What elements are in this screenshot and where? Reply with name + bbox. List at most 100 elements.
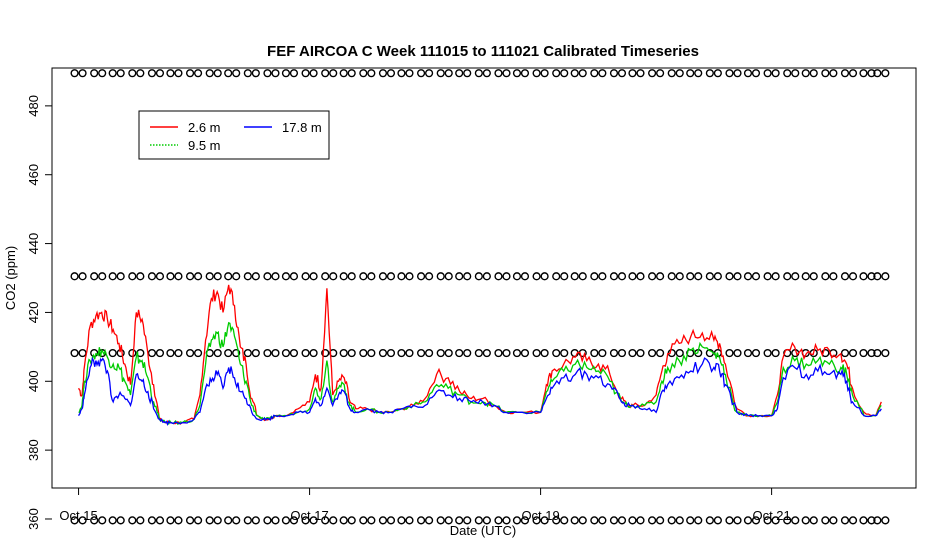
marker-point	[108, 516, 117, 525]
marker-point	[502, 69, 511, 78]
marker-point	[809, 69, 818, 78]
marker-point	[867, 516, 876, 525]
x-tick-label: Oct 17	[290, 508, 328, 523]
chart-title: FEF AIRCOA C Week 111015 to 111021 Calib…	[267, 43, 699, 60]
marker-point	[867, 348, 876, 358]
marker-point	[733, 516, 742, 525]
marker-point	[339, 516, 348, 525]
x-tick-label: Oct 15	[59, 508, 97, 523]
marker-point	[705, 272, 714, 281]
marker-point	[783, 516, 792, 525]
marker-point	[329, 272, 338, 281]
marker-point	[213, 516, 222, 525]
x-tick-label: Oct 19	[521, 508, 559, 523]
y-tick-label: 480	[26, 95, 41, 117]
marker-rows	[70, 69, 890, 525]
marker-point	[70, 69, 79, 78]
marker-point	[609, 516, 619, 525]
marker-point	[840, 348, 850, 358]
marker-point	[667, 272, 676, 281]
marker-point	[128, 348, 137, 358]
marker-point	[859, 516, 868, 525]
marker-point	[648, 69, 657, 78]
marker-point	[560, 516, 569, 525]
marker-point	[378, 348, 388, 358]
marker-point	[424, 272, 434, 281]
marker-point	[725, 516, 734, 525]
marker-point	[155, 348, 165, 358]
marker-point	[617, 69, 627, 78]
marker-point	[386, 272, 396, 281]
marker-point	[281, 69, 291, 78]
marker-point	[416, 69, 426, 78]
marker-point	[78, 516, 87, 525]
marker-point	[386, 69, 396, 78]
marker-point	[347, 69, 356, 78]
marker-point	[809, 272, 818, 281]
marker-point	[98, 516, 107, 525]
marker-point	[598, 69, 607, 78]
marker-point	[791, 69, 800, 78]
marker-point	[743, 69, 753, 78]
marker-point	[552, 69, 561, 78]
marker-point	[648, 272, 657, 281]
marker-point	[359, 69, 368, 78]
marker-point	[174, 348, 183, 358]
marker-point	[540, 516, 549, 525]
marker-point	[436, 516, 445, 525]
marker-point	[281, 272, 291, 281]
marker-point	[705, 516, 714, 525]
marker-point	[636, 516, 645, 525]
marker-point	[243, 69, 252, 78]
marker-point	[733, 272, 742, 281]
marker-point	[686, 69, 695, 78]
marker-point	[609, 348, 619, 358]
marker-point	[329, 69, 338, 78]
marker-point	[656, 69, 665, 78]
marker-point	[136, 69, 145, 78]
marker-point	[301, 272, 310, 281]
marker-point	[378, 69, 388, 78]
marker-point	[848, 69, 858, 78]
marker-point	[859, 272, 868, 281]
marker-point	[809, 516, 818, 525]
series-line	[78, 356, 882, 427]
marker-point	[520, 348, 530, 358]
marker-point	[339, 348, 348, 358]
marker-point	[347, 348, 356, 358]
marker-point	[560, 272, 569, 281]
marker-point	[329, 516, 338, 525]
marker-point	[155, 516, 165, 525]
marker-point	[482, 348, 491, 358]
marker-point	[763, 272, 772, 281]
marker-row	[70, 516, 890, 525]
marker-point	[474, 272, 483, 281]
marker-point	[213, 272, 222, 281]
marker-point	[251, 272, 260, 281]
marker-point	[532, 69, 541, 78]
marker-point	[848, 272, 858, 281]
marker-point	[128, 516, 137, 525]
marker-point	[128, 69, 137, 78]
marker-point	[482, 272, 491, 281]
marker-point	[675, 69, 684, 78]
marker-point	[705, 69, 714, 78]
marker-point	[743, 272, 753, 281]
marker-point	[205, 69, 214, 78]
marker-point	[155, 272, 165, 281]
marker-point	[829, 69, 838, 78]
marker-point	[609, 272, 619, 281]
marker-point	[424, 348, 434, 358]
marker-point	[78, 348, 87, 358]
marker-point	[289, 69, 299, 78]
marker-point	[713, 272, 722, 281]
x-tick-label: Oct 21	[752, 508, 790, 523]
marker-point	[136, 516, 145, 525]
marker-point	[147, 348, 157, 358]
marker-point	[166, 272, 175, 281]
marker-point	[667, 516, 676, 525]
marker-point	[367, 69, 376, 78]
marker-point	[193, 516, 203, 525]
marker-point	[78, 69, 87, 78]
